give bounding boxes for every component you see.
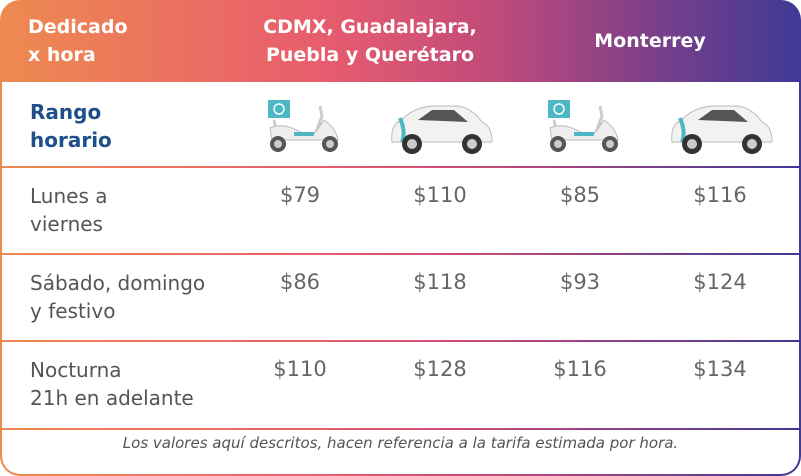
price-cell: $110 <box>413 183 467 207</box>
table-body: Rango horario <box>0 82 801 474</box>
table-row: Sábado, domingo y festivo $86 $118 $93 $1… <box>2 255 799 341</box>
range-label-line: Rango <box>30 100 102 124</box>
table-row: Nocturna 21h en adelante $110 $128 $116 $… <box>2 342 799 428</box>
car-icon <box>671 105 773 154</box>
region-line: CDMX, Guadalajara, <box>263 16 477 38</box>
row-label: Nocturna 21h en adelante <box>30 356 194 412</box>
title-line: x hora <box>28 44 96 66</box>
price-cell: $128 <box>413 357 467 381</box>
row-label-line: Sábado, domingo <box>30 271 206 295</box>
subheader-row: Rango horario <box>2 82 799 168</box>
price-cell: $124 <box>693 270 747 294</box>
car-icon <box>391 105 493 154</box>
price-cell: $85 <box>559 183 601 207</box>
header-title: Dedicado x hora <box>28 0 128 82</box>
footnote: Los valores aquí descritos, hacen refere… <box>122 434 679 452</box>
price-cell: $93 <box>559 270 601 294</box>
region-line: Puebla y Querétaro <box>265 44 475 66</box>
price-cell: $116 <box>693 183 747 207</box>
range-label-line: horario <box>30 128 112 152</box>
price-cell: $134 <box>693 357 747 381</box>
price-cell: $116 <box>553 357 607 381</box>
price-cell: $79 <box>279 183 321 207</box>
header-region-cdmx: CDMX, Guadalajara, Puebla y Querétaro <box>250 0 490 82</box>
row-label: Sábado, domingo y festivo <box>30 269 205 325</box>
row-divider <box>0 253 801 255</box>
scooter-icon <box>548 100 619 152</box>
price-cell: $86 <box>279 270 321 294</box>
row-divider <box>0 428 801 430</box>
range-label: Rango horario <box>30 98 112 154</box>
title-line: Dedicado <box>28 16 128 38</box>
region-label: Monterrey <box>594 30 706 52</box>
row-label-line: Lunes a <box>30 184 108 208</box>
price-cell: $110 <box>273 357 327 381</box>
row-label-line: 21h en adelante <box>30 386 194 410</box>
row-label-line: viernes <box>30 212 103 236</box>
row-divider <box>0 166 801 168</box>
price-cell: $118 <box>413 270 467 294</box>
table-row: Lunes a viernes $79 $110 $85 $116 <box>2 168 799 254</box>
row-label: Lunes a viernes <box>30 182 107 238</box>
row-divider <box>0 340 801 342</box>
row-label-line: y festivo <box>30 299 116 323</box>
scooter-icon <box>268 100 339 152</box>
header-region-monterrey: Monterrey <box>560 0 740 82</box>
row-label-line: Nocturna <box>30 358 122 382</box>
